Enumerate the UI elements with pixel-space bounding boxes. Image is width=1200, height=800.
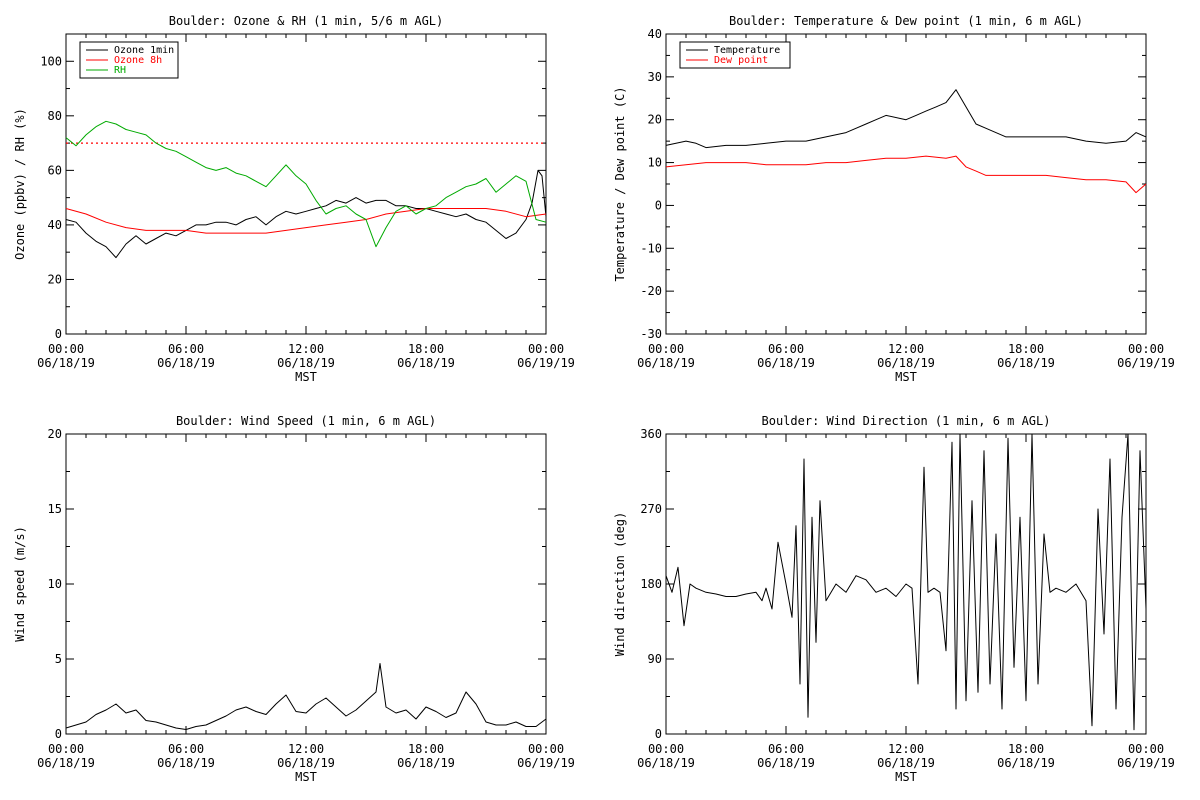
wind_speed-xtick-label-time: 06:00 [168,742,204,756]
ozone_rh-legend-label: Ozone 1min [114,45,174,56]
ozone_rh-xtick-label-time: 00:00 [48,342,84,356]
ozone_rh-title: Boulder: Ozone & RH (1 min, 5/6 m AGL) [169,14,444,28]
temp_dew-xtick-label-time: 12:00 [888,342,924,356]
ozone_rh-series-2-line [65,120,547,248]
wind_dir-ytick-label: 360 [640,427,662,441]
wind_dir-ytick-label: 90 [648,652,662,666]
wind_dir-xtick-label-time: 00:00 [648,742,684,756]
temp_dew-ytick-label: 10 [648,156,662,170]
ozone_rh-xtick-label-time: 06:00 [168,342,204,356]
ozone_rh-ytick-label: 40 [48,218,62,232]
temp_dew-ytick-label: -20 [640,284,662,298]
ozone_rh-xtick-label-time: 18:00 [408,342,444,356]
wind_speed-ytick-label: 0 [55,727,62,741]
wind_dir-title: Boulder: Wind Direction (1 min, 6 m AGL) [762,414,1051,428]
temp_dew-plot-frame [665,33,1147,335]
wind_speed-ytick-label: 10 [48,577,62,591]
ozone_rh-ylabel: Ozone (ppbv) / RH (%) [13,108,27,260]
wind_speed-xtick-label-time: 00:00 [48,742,84,756]
ozone_rh-series-0-line [65,169,547,259]
ozone_rh-legend-label: Ozone 8h [114,55,162,66]
temp_dew-ytick-label: 0 [655,198,662,212]
wind_speed-ytick-label: 15 [48,502,62,516]
temp_dew-ytick-label: -30 [640,327,662,341]
wind_speed-xtick-label-date: 06/18/19 [157,756,215,770]
ozone_rh-ytick-label: 80 [48,109,62,123]
ozone_rh-xtick-label-date: 06/18/19 [397,356,455,370]
temp_dew-xtick-label-date: 06/18/19 [877,356,935,370]
wind_speed-xtick-label-time: 18:00 [408,742,444,756]
wind_speed-series-0-line [65,663,547,730]
temp_dew-xtick-label-time: 18:00 [1008,342,1044,356]
wind_dir-xtick-label-date: 06/18/19 [997,756,1055,770]
wind_speed-xtick-label-date: 06/18/19 [397,756,455,770]
wind_dir-xtick-label-date: 06/18/19 [757,756,815,770]
wind_dir-xtick-label-time: 18:00 [1008,742,1044,756]
temp_dew-series-1-line [665,155,1147,194]
wind_dir-xtick-label-time: 12:00 [888,742,924,756]
ozone_rh-xtick-label-date: 06/18/19 [37,356,95,370]
wind_dir-ylabel: Wind direction (deg) [613,512,627,657]
temp_dew-xtick-label-date: 06/18/19 [757,356,815,370]
temp_dew-xtick-label-time: 00:00 [1128,342,1164,356]
temp_dew-xlabel: MST [895,370,917,384]
temp_dew-xtick-label-date: 06/18/19 [997,356,1055,370]
temp_dew-xtick-label-time: 00:00 [648,342,684,356]
ozone_rh-xtick-label-date: 06/18/19 [157,356,215,370]
ozone_rh-xtick-label-time: 00:00 [528,342,564,356]
wind_speed-xtick-label-date: 06/18/19 [37,756,95,770]
wind_speed-ylabel: Wind speed (m/s) [13,526,27,642]
ozone_rh-xlabel: MST [295,370,317,384]
wind_speed-xtick-label-date: 06/18/19 [277,756,335,770]
temp_dew-ytick-label: 20 [648,113,662,127]
wind_dir-ytick-label: 270 [640,502,662,516]
ozone_rh-ytick-label: 20 [48,272,62,286]
wind_speed-xtick-label-time: 00:00 [528,742,564,756]
wind_speed-xtick-label-date: 06/19/19 [517,756,575,770]
temp_dew-xtick-label-date: 06/19/19 [1117,356,1175,370]
temp_dew-legend-box [679,41,791,69]
wind_dir-xlabel: MST [895,770,917,784]
wind_dir-xtick-label-date: 06/19/19 [1117,756,1175,770]
temp_dew-title: Boulder: Temperature & Dew point (1 min,… [729,14,1083,28]
wind_speed-xlabel: MST [295,770,317,784]
wind_dir-xtick-label-date: 06/18/19 [877,756,935,770]
ozone_rh-xtick-label-date: 06/18/19 [277,356,335,370]
temp_dew-legend-label: Dew point [714,55,768,66]
wind_speed-plot-frame [65,433,547,735]
ozone_rh-ytick-label: 0 [55,327,62,341]
ozone_rh-xtick-label-date: 06/19/19 [517,356,575,370]
wind_dir-ytick-label: 180 [640,577,662,591]
wind_dir-xtick-label-date: 06/18/19 [637,756,695,770]
temp_dew-ytick-label: 40 [648,27,662,41]
temp_dew-xtick-label-date: 06/18/19 [637,356,695,370]
wind_dir-xtick-label-time: 06:00 [768,742,804,756]
ozone_rh-xtick-label-time: 12:00 [288,342,324,356]
temp_dew-series-0-line [665,89,1147,149]
ozone_rh-ytick-label: 60 [48,163,62,177]
wind_speed-title: Boulder: Wind Speed (1 min, 6 m AGL) [176,414,436,428]
temp_dew-ytick-label: -10 [640,241,662,255]
temp_dew-legend-label: Temperature [714,45,780,56]
wind_dir-xtick-label-time: 00:00 [1128,742,1164,756]
ozone_rh-series-1-line [65,208,547,234]
wind_speed-ytick-label: 5 [55,652,62,666]
wind_speed-ytick-label: 20 [48,427,62,441]
wind_dir-series-0-line [665,433,1147,731]
temp_dew-xtick-label-time: 06:00 [768,342,804,356]
temp_dew-ylabel: Temperature / Dew point (C) [613,86,627,281]
wind_dir-ytick-label: 0 [655,727,662,741]
ozone_rh-legend-label: RH [114,65,126,76]
wind_speed-xtick-label-time: 12:00 [288,742,324,756]
temp_dew-ytick-label: 30 [648,70,662,84]
ozone_rh-ytick-label: 100 [40,54,62,68]
